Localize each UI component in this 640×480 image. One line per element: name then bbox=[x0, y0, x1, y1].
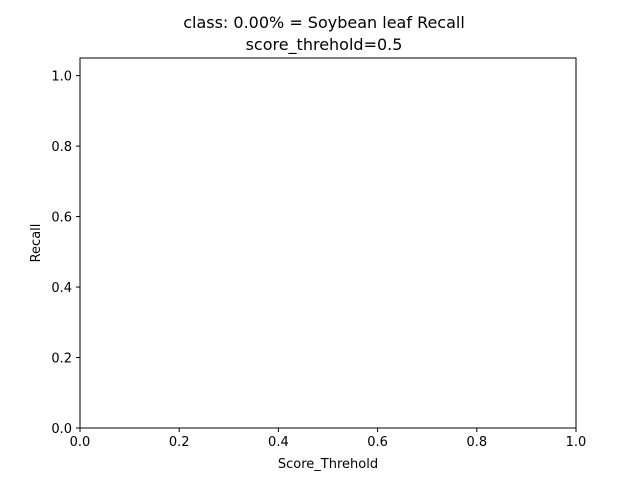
x-tick-label: 0.2 bbox=[169, 435, 190, 450]
x-tick-label: 0.4 bbox=[268, 435, 289, 450]
x-tick-label: 1.0 bbox=[566, 435, 587, 450]
x-axis-ticks: 0.0 0.2 0.4 0.6 0.8 1.0 bbox=[70, 428, 587, 450]
y-axis-ticks: 0.0 0.2 0.4 0.6 0.8 1.0 bbox=[51, 70, 80, 437]
y-tick-label: 0.4 bbox=[51, 281, 72, 296]
x-tick-label: 0.8 bbox=[466, 435, 487, 450]
plot-frame bbox=[79, 57, 577, 429]
y-tick-label: 0.6 bbox=[51, 211, 72, 226]
chart-subtitle: score_threhold=0.5 bbox=[246, 35, 403, 55]
y-tick-label: 1.0 bbox=[51, 70, 72, 85]
plot-area bbox=[80, 58, 576, 428]
x-tick-label: 0.6 bbox=[367, 435, 388, 450]
y-tick-label: 0.2 bbox=[51, 352, 72, 367]
chart-title: class: 0.00% = Soybean leaf Recall bbox=[183, 13, 465, 32]
x-axis-label: Score_Threhold bbox=[278, 457, 378, 472]
y-tick-label: 0.0 bbox=[51, 422, 72, 437]
y-axis-label: Recall bbox=[29, 224, 44, 263]
y-tick-label: 0.8 bbox=[51, 140, 72, 155]
x-tick-label: 0.0 bbox=[70, 435, 91, 450]
